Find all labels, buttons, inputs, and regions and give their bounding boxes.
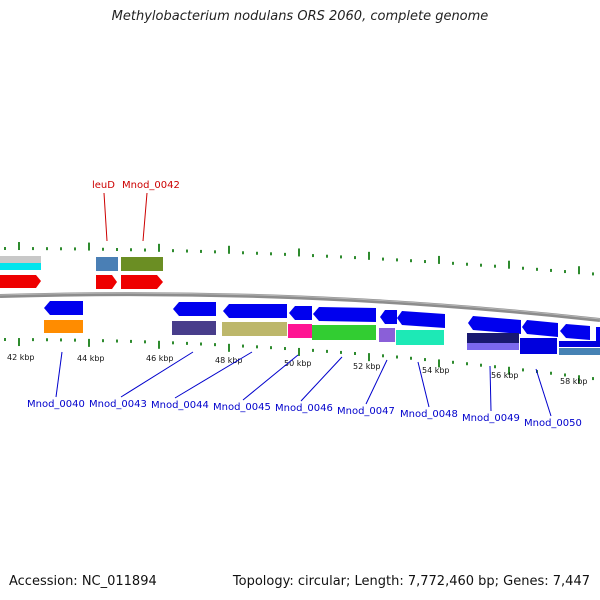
gene-feature-rna[interactable] xyxy=(559,341,600,347)
label-leader xyxy=(417,361,430,408)
gene-label-mnod-0050[interactable]: Mnod_0050 xyxy=(524,418,582,429)
scale-label: 50 kbp xyxy=(284,359,312,368)
label-leader xyxy=(174,351,253,399)
gene-feature-mnod-0042[interactable] xyxy=(121,257,163,271)
gene-label-leuD[interactable]: leuD xyxy=(92,180,115,191)
map-title: Methylobacterium nodulans ORS 2060, comp… xyxy=(111,9,489,24)
gene-feature-mnod-0049-rna-b[interactable] xyxy=(467,343,519,350)
scale-labels: 42 kbp 44 kbp 46 kbp 48 kbp 50 kbp 52 kb… xyxy=(7,353,588,386)
gene-feature-mnod-0050-rna[interactable] xyxy=(520,338,557,354)
gene-label-mnod-0046[interactable]: Mnod_0046 xyxy=(275,403,333,414)
scale-label: 44 kbp xyxy=(77,354,105,363)
label-leader xyxy=(55,351,63,398)
gene-label-mnod-0044[interactable]: Mnod_0044 xyxy=(151,400,209,411)
label-leader xyxy=(535,368,552,417)
gene-label-mnod-0043[interactable]: Mnod_0043 xyxy=(89,399,147,410)
label-leader xyxy=(242,354,299,401)
bottom-gene-labels: Mnod_0040 Mnod_0043 Mnod_0044 Mnod_0045 … xyxy=(27,351,582,429)
scale-label: 54 kbp xyxy=(422,366,450,375)
gene-feature-mnod-0049[interactable] xyxy=(468,316,521,334)
gene-feature-mnod-0050[interactable] xyxy=(522,320,558,337)
gene-feature[interactable] xyxy=(0,256,41,263)
gene-feature-leuD-cds[interactable] xyxy=(96,275,117,289)
gene-feature-rna[interactable] xyxy=(559,348,600,355)
gene-label-mnod-0047[interactable]: Mnod_0047 xyxy=(337,406,395,417)
gene-feature[interactable] xyxy=(0,275,41,288)
gene-feature-mnod-0045-rna[interactable] xyxy=(288,324,312,338)
gene-label-mnod-0045[interactable]: Mnod_0045 xyxy=(213,402,271,413)
gene-feature[interactable] xyxy=(596,327,600,341)
scale-label: 42 kbp xyxy=(7,353,35,362)
gene-feature-mnod-0043-rna[interactable] xyxy=(172,321,216,335)
label-leader xyxy=(489,365,492,412)
gene-feature-mnod-0044[interactable] xyxy=(223,304,287,318)
scale-label: 56 kbp xyxy=(491,371,519,380)
gene-feature-mnod-0049-rna[interactable] xyxy=(467,333,519,343)
topology-text: Topology: circular; Length: 7,772,460 bp… xyxy=(232,574,590,589)
gene-feature-mnod-0046[interactable] xyxy=(313,307,376,322)
scale-label: 58 kbp xyxy=(560,377,588,386)
scale-label: 46 kbp xyxy=(146,354,174,363)
gene-label-mnod-0049[interactable]: Mnod_0049 xyxy=(462,413,520,424)
outer-tick-marks xyxy=(4,242,594,276)
gene-feature-mnod-0040[interactable] xyxy=(44,301,83,315)
label-leader xyxy=(365,359,388,405)
gene-feature-mnod-0047[interactable] xyxy=(380,310,397,324)
forward-features xyxy=(0,256,163,289)
gene-feature-mnod-0044-rna[interactable] xyxy=(222,322,287,336)
gene-feature-mnod-0043[interactable] xyxy=(173,302,216,316)
gene-feature-mnod-0048[interactable] xyxy=(397,311,445,328)
reverse-features xyxy=(44,301,600,355)
gene-feature-mnod-0040-rna[interactable] xyxy=(44,320,83,333)
label-leader xyxy=(142,192,148,242)
gene-feature[interactable] xyxy=(560,324,590,340)
gene-label-mnod-0040[interactable]: Mnod_0040 xyxy=(27,399,85,410)
label-leader xyxy=(120,351,194,398)
scale-label: 48 kbp xyxy=(215,356,243,365)
gene-feature-mnod-0042-cds[interactable] xyxy=(121,275,163,289)
gene-feature-mnod-0047-rna[interactable] xyxy=(379,328,395,342)
top-gene-labels: leuD Mnod_0042 xyxy=(92,180,180,242)
gene-label-mnod-0048[interactable]: Mnod_0048 xyxy=(400,409,458,420)
scale-label: 52 kbp xyxy=(353,362,381,371)
gene-feature-leuD[interactable] xyxy=(96,257,118,271)
gene-feature-mnod-0046-rna[interactable] xyxy=(312,325,376,340)
genome-backbone xyxy=(0,292,600,322)
genome-backbone-highlight xyxy=(0,292,600,320)
label-leader xyxy=(103,192,108,242)
gene-label-mnod-0042[interactable]: Mnod_0042 xyxy=(122,180,180,191)
accession-text: Accession: NC_011894 xyxy=(9,574,157,589)
gene-feature-mnod-0048-rna[interactable] xyxy=(396,330,444,345)
label-leader xyxy=(300,356,343,402)
gene-feature[interactable] xyxy=(0,263,41,270)
gene-feature-mnod-0045[interactable] xyxy=(289,306,312,320)
